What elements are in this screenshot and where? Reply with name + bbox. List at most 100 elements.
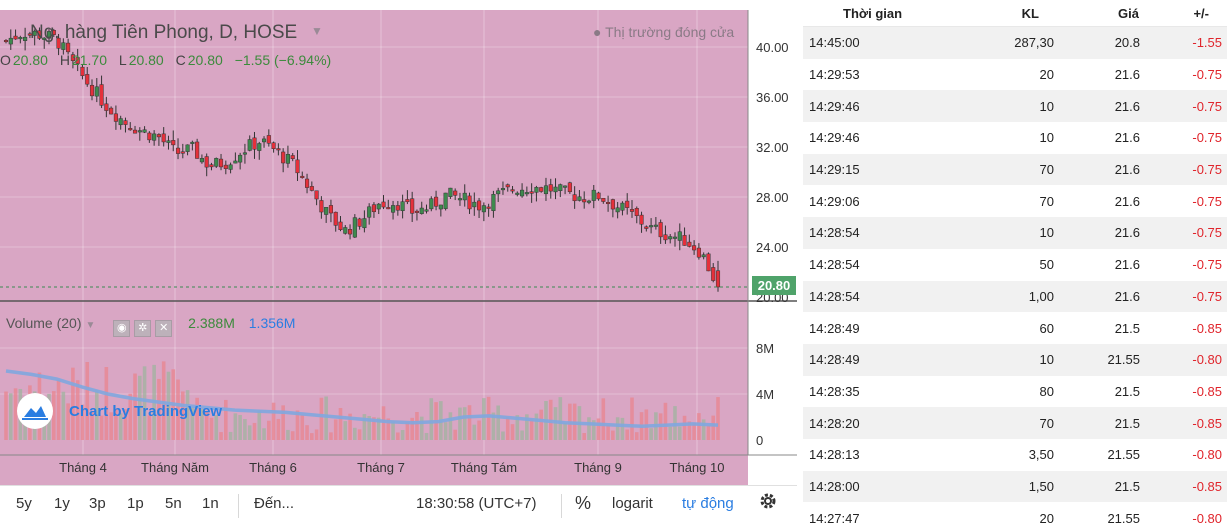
candle-body [113, 113, 118, 122]
volume-bar [615, 417, 620, 440]
volume-bar [80, 404, 85, 440]
candle-body [639, 214, 644, 225]
table-row: 14:29:46 10 21.6 -0.75 [803, 90, 1227, 123]
cell-volume: 3,50 [1028, 447, 1054, 463]
market-status: ● Thị trường đóng cửa [593, 24, 734, 40]
volume-bar [391, 421, 395, 440]
month-axis-label: Tháng 6 [249, 460, 297, 475]
auto-scale-button[interactable]: tự động [682, 495, 734, 512]
eye-icon[interactable]: ◉ [113, 320, 131, 337]
cell-volume: 10 [1039, 352, 1054, 368]
price-chart[interactable]: 40.0036.0032.0028.0024.0020.008M4M0Tháng… [0, 10, 797, 485]
volume-bar [252, 422, 257, 440]
candle-body [247, 139, 252, 151]
volume-bar [200, 408, 204, 440]
volume-bar [290, 431, 295, 440]
volume-bar [453, 429, 457, 440]
symbol-title[interactable]: Ng. hàng Tiên Phong, D, HOSE [30, 22, 298, 43]
chevron-down-icon[interactable]: ▼ [311, 24, 323, 38]
candle-body [18, 37, 23, 40]
range-1m-button[interactable]: 1p [127, 495, 144, 512]
volume-bar [61, 391, 66, 440]
candle-body [696, 247, 701, 258]
volume-bar [185, 390, 190, 440]
cell-change: -0.75 [1192, 257, 1222, 273]
volume-bar [477, 420, 481, 440]
volume-bar [333, 419, 338, 440]
volume-bar [300, 415, 305, 440]
volume-bar [701, 419, 706, 440]
header-change: +/- [1193, 5, 1209, 21]
chart-panel[interactable]: 40.00 36.00 32.00 28.00 24.00 20.00 8M 4M 0 Tháng… [0, 0, 797, 526]
range-3m-button[interactable]: 3p [89, 495, 106, 512]
cell-change: -0.85 [1192, 383, 1222, 399]
candle-body [37, 30, 42, 39]
cell-volume: 70 [1039, 415, 1054, 431]
volume-label[interactable]: Volume (20) [6, 315, 82, 331]
candle-body [515, 192, 520, 195]
month-axis-label: Tháng Năm [141, 460, 209, 475]
volume-bar [214, 415, 219, 440]
volume-bar [405, 422, 410, 440]
range-5d-button[interactable]: 5n [165, 495, 182, 512]
volume-ma-line [5, 369, 719, 428]
cell-volume: 60 [1039, 320, 1054, 336]
volume-bar [534, 413, 539, 440]
volume-bar [415, 412, 419, 440]
range-1d-button[interactable]: 1n [202, 495, 219, 512]
candle-body [300, 175, 305, 178]
table-row: 14:28:13 3,50 21.55 -0.80 [803, 439, 1227, 471]
candle-body [242, 152, 247, 155]
candle-body [558, 184, 563, 191]
candle-body [89, 84, 95, 97]
volume-bar [123, 409, 128, 440]
candle-body [653, 224, 658, 227]
price-axis-label: 40.00 [756, 40, 789, 55]
chevron-down-icon[interactable]: ▼ [85, 320, 96, 331]
volume-bar [305, 425, 309, 440]
candle-body [629, 209, 635, 212]
candle-body [386, 207, 391, 210]
candle-body [161, 133, 166, 143]
table-row: 14:27:47 20 21.55 -0.80 [803, 502, 1227, 525]
trades-header: Thời gian KL Giá +/- [803, 0, 1227, 27]
cell-price: 20.8 [1114, 35, 1140, 51]
volume-axis-label: 0 [756, 433, 763, 448]
volume-bar [711, 415, 716, 440]
candle-body [462, 192, 467, 201]
volume-bar [233, 413, 238, 440]
volume-bar [706, 425, 711, 440]
trades-table[interactable]: Thời gian KL Giá +/- 14:45:00 287,30 20.8 -… [803, 0, 1227, 525]
range-5y-button[interactable]: 5y [16, 495, 32, 512]
percent-scale-button[interactable]: % [575, 493, 592, 513]
range-1y-button[interactable]: 1y [54, 495, 70, 512]
candle-body [142, 129, 147, 133]
volume-bar [687, 421, 692, 440]
volume-legend[interactable]: Volume (20) ▼ ◉ ✲ ✕ 2.388M 1.356M [6, 315, 295, 337]
table-row: 14:28:54 10 21.6 -0.75 [803, 217, 1227, 249]
candle-body [261, 138, 267, 143]
tradingview-badge[interactable]: Chart by TradingView [17, 393, 222, 429]
candle-body [319, 200, 324, 213]
cell-price: 21.5 [1114, 415, 1140, 431]
log-scale-button[interactable]: logarit [612, 495, 653, 512]
volume-bar [353, 427, 357, 440]
close-icon[interactable]: ✕ [155, 320, 173, 337]
goto-date-button[interactable]: Đến... [254, 495, 295, 512]
gear-icon[interactable]: ✲ [134, 320, 152, 337]
volume-bar [66, 403, 70, 440]
cell-volume: 1,50 [1028, 478, 1054, 494]
header-time: Thời gian [843, 5, 903, 21]
candle-body [257, 143, 262, 151]
cell-volume: 1,00 [1028, 288, 1054, 304]
volume-bar [630, 397, 634, 440]
candle-body [309, 186, 314, 191]
volume-bar [247, 425, 252, 440]
cell-change: -0.75 [1192, 193, 1222, 209]
gear-icon[interactable] [758, 491, 778, 515]
candle-body [481, 205, 486, 213]
tradingview-watermark[interactable]: Chart by TradingView [69, 402, 223, 420]
cell-volume: 70 [1039, 162, 1054, 178]
candle-body [448, 187, 453, 197]
candle-body [266, 135, 271, 144]
